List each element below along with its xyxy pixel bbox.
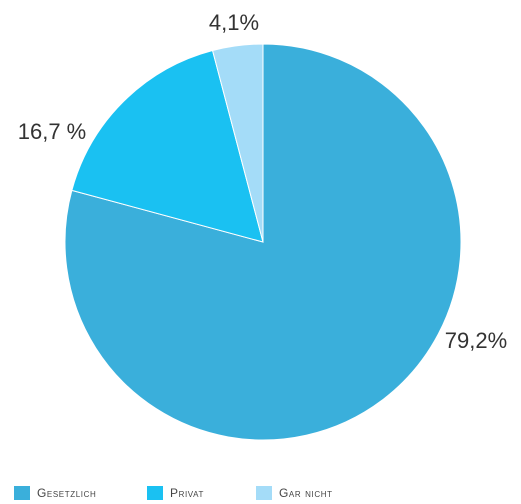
legend-swatch-privat (147, 486, 163, 500)
pie-labels: 79,2% 16,7 % 4,1% (18, 10, 507, 353)
pie-slice-gar-nicht (211, 43, 264, 243)
slice-label-gar-nicht: 4,1% (209, 10, 259, 35)
legend-swatch-gar-nicht (256, 486, 272, 500)
legend-label-gar-nicht: Gar nicht (279, 486, 333, 500)
legend-item-gar-nicht: Gar nicht (256, 484, 333, 502)
slice-label-privat: 16,7 % (18, 119, 87, 144)
pie-chart: 79,2% 16,7 % 4,1% (18, 10, 507, 441)
legend-label-gesetzlich: Gesetzlich (37, 486, 97, 500)
pie-slices (64, 43, 462, 441)
slice-label-gesetzlich: 79,2% (445, 328, 507, 353)
legend-item-gesetzlich: Gesetzlich (14, 484, 96, 502)
pie-slice-privat (71, 49, 264, 243)
legend-swatch-gesetzlich (14, 486, 30, 500)
legend: Gesetzlich Privat Gar nicht (14, 484, 514, 502)
legend-label-privat: Privat (170, 486, 204, 500)
legend-item-privat: Privat (147, 484, 204, 502)
